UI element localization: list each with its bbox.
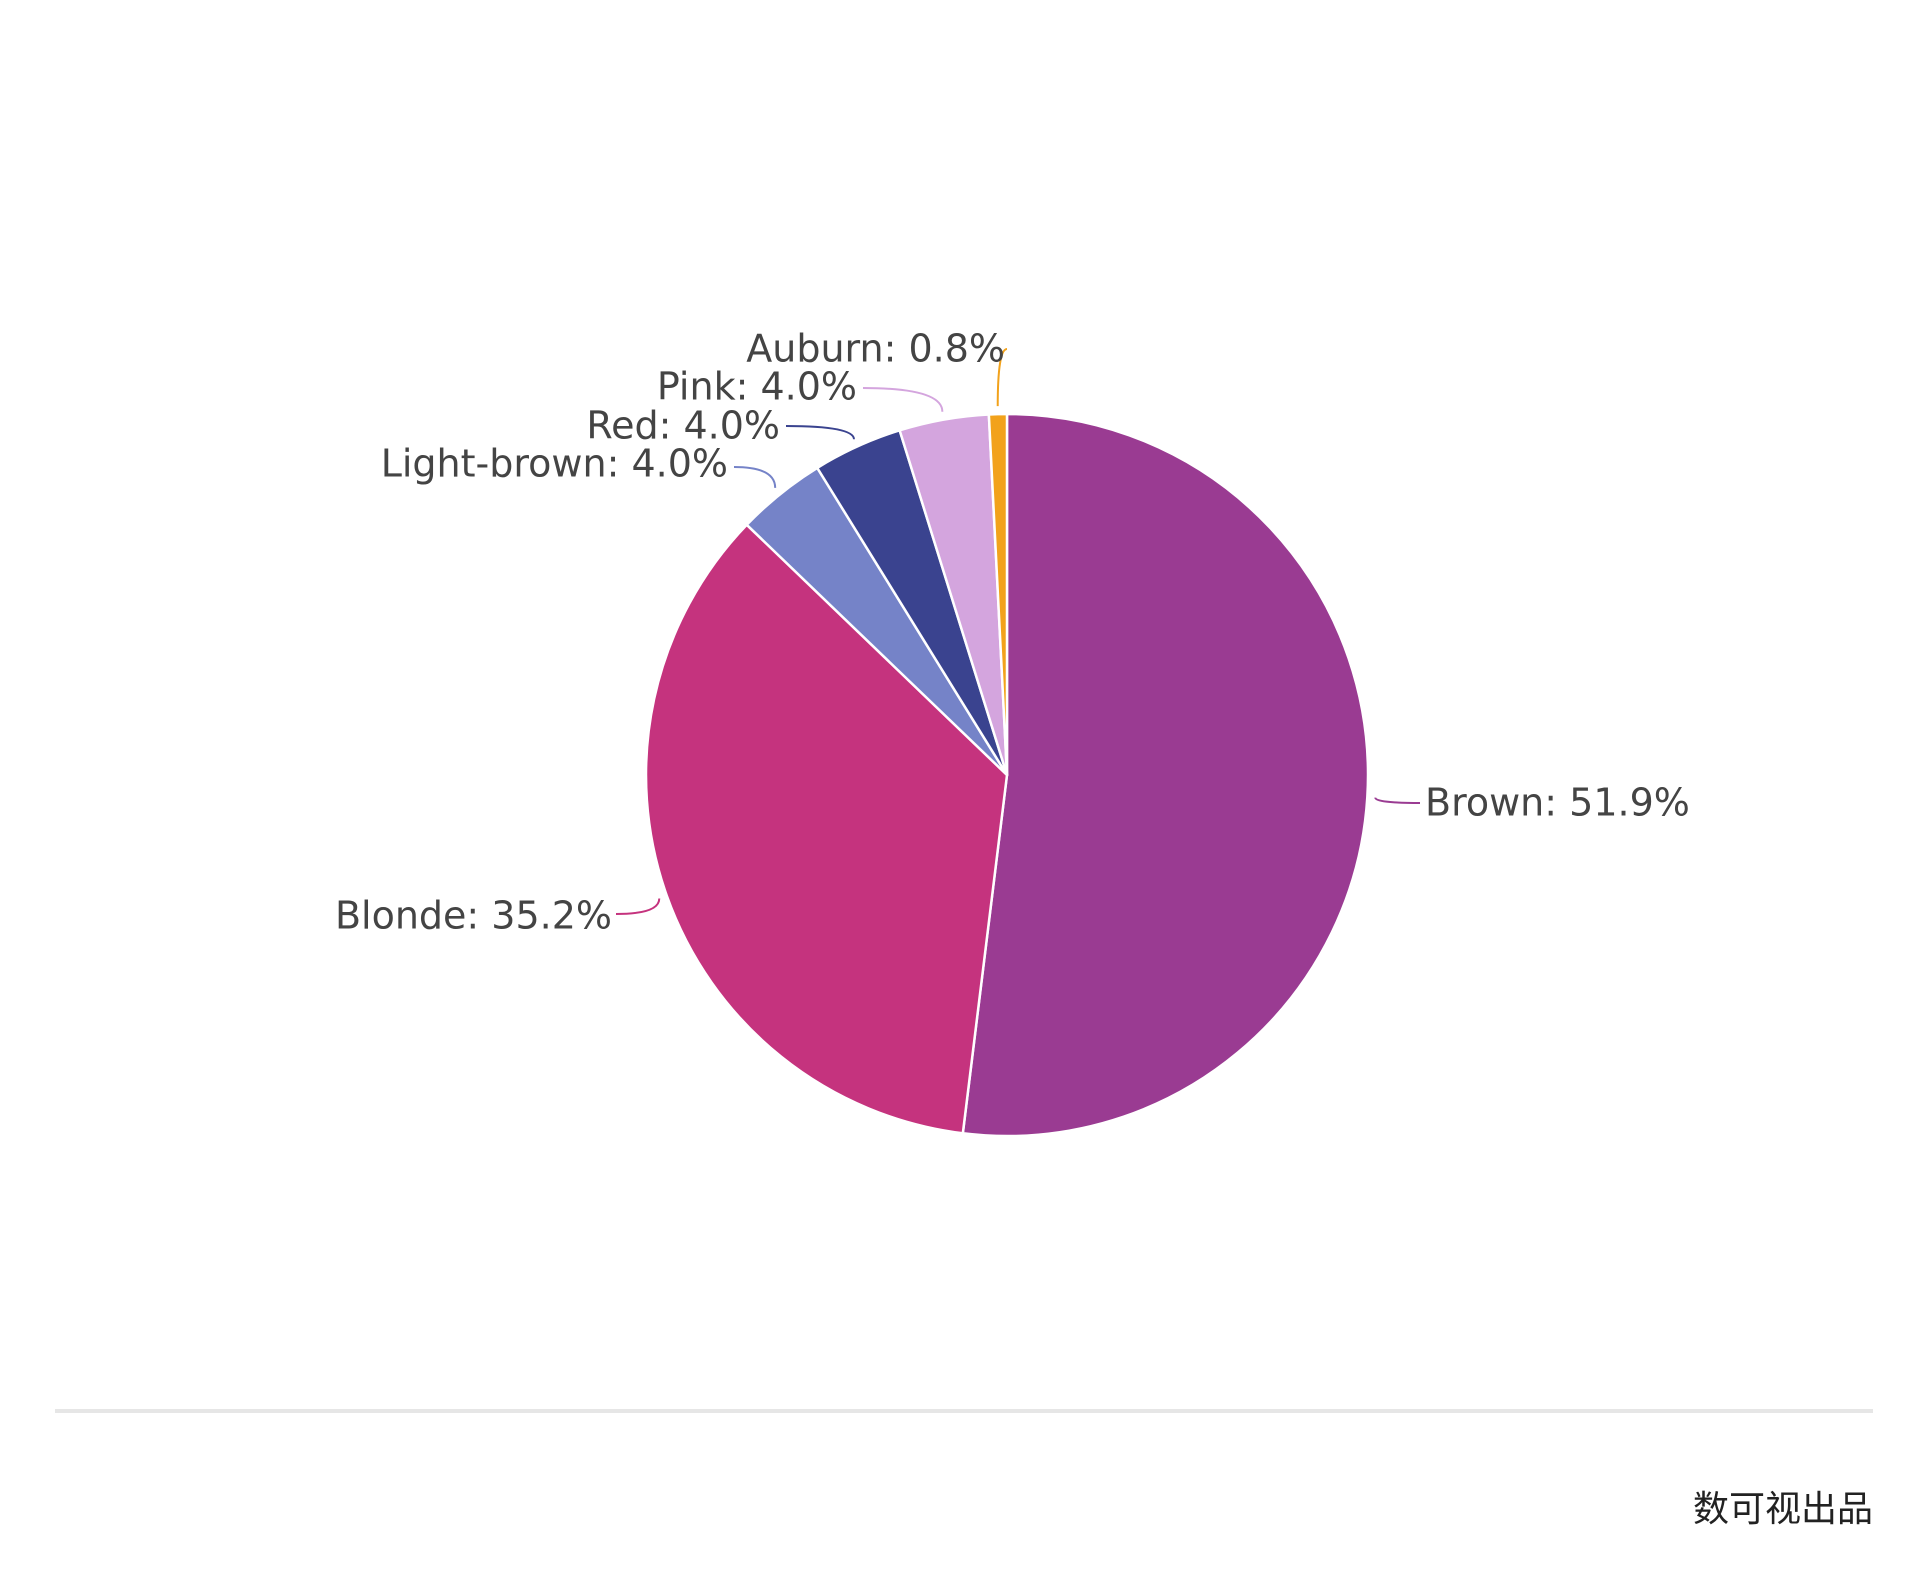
slice-label-blonde: Blonde: 35.2% [335,894,612,938]
leader-line-light-brown [733,466,777,488]
footer-credit: 数可视出品 [1692,1489,1873,1530]
pie-chart-svg: Brown: 51.9% Blonde: 35.2% Light-brown: 4.… [335,327,1690,1138]
pie-chart: Brown: 51.9% Blonde: 35.2% Light-brown: 4.… [335,327,1690,1138]
leader-line-red [785,425,855,440]
leader-line-blonde [615,898,661,915]
slice-label-light-brown: Light-brown: 4.0% [381,442,728,486]
leader-line-pink [862,387,944,412]
leader-line-brown [1374,797,1421,804]
slice-label-brown: Brown: 51.9% [1425,781,1690,825]
leader-line-auburn [996,348,1008,407]
leader-lines [615,348,1421,915]
pie-slice-brown [961,412,1370,1138]
pie-slice-auburn [987,412,1009,777]
slice-label-pink: Pink: 4.0% [657,365,857,409]
footer-divider [55,1409,1873,1413]
slice-labels: Brown: 51.9% Blonde: 35.2% Light-brown: 4.… [335,327,1690,938]
pie-slice-blonde [644,523,1009,1135]
slice-label-red: Red: 4.0% [586,404,780,448]
pie-slices [644,412,1370,1138]
slice-label-auburn: Auburn: 0.8% [746,327,1005,371]
